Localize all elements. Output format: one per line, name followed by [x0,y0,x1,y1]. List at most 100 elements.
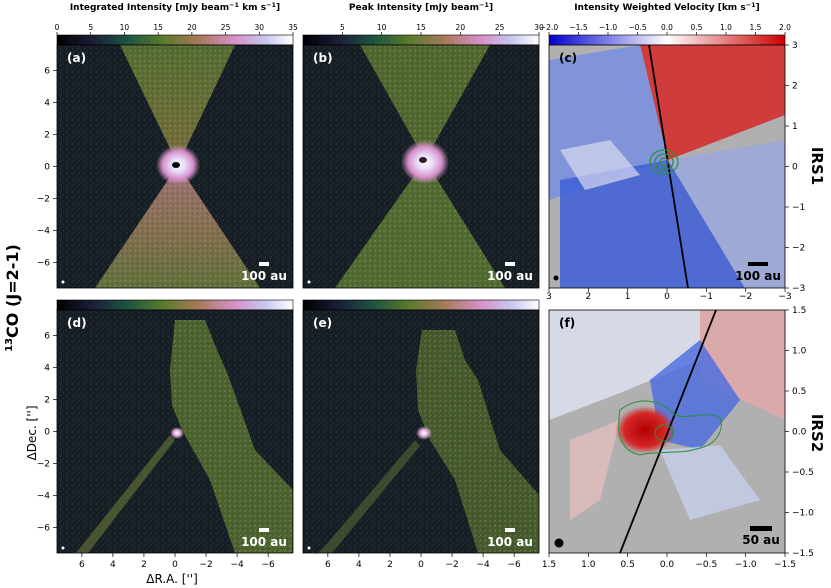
colorbar-ticks: 0 5 10 15 20 25 30 35 5 10 15 20 25 30−2.0 −1.5 −1.0 −0.… [55,23,791,35]
beam-b [307,280,311,284]
scale-label-b: 100 au [487,269,533,283]
colorbar-velocity [548,34,786,46]
molecule-label: 13CO (J=2-1) [3,244,22,352]
panel-label-d: (d) [67,316,87,330]
colorbar-tick-label: 30 [255,23,265,32]
panel-c-image [549,45,785,288]
colorbar-tick-label: 20 [456,23,466,32]
f-bottom-tick-label: 0.5 [621,560,635,570]
f-right-tick-label: −1.5 [792,549,814,559]
colorbar-tick-label: 20 [187,23,197,32]
x-tick-label: 4 [356,560,362,570]
y-tick-label: −6 [37,258,51,268]
beam-d [61,546,65,550]
colorbar-title-velocity: Intensity Weighted Velocity [km s−1] [574,1,760,13]
f-right-tick-label: −1.0 [792,509,814,519]
panel-label-f: (f) [559,316,575,330]
x-tick-label: −4 [476,560,490,570]
y-tick-label: −6 [37,523,51,533]
beam-a [61,280,65,284]
x-tick-label: −6 [508,560,522,570]
scale-bar-a [259,262,269,266]
x-tick-label: 4 [110,560,116,570]
panel-a-image [57,45,293,288]
panel-e-image [303,310,539,553]
x-tick-label: 2 [387,560,393,570]
f-bottom-tick-label: 1.5 [542,560,556,570]
y-tick-label: 2 [44,131,50,141]
colorbar-title-peak: Peak Intensity [mJy beam−1] [349,1,493,13]
colorbar-tick-label: 25 [221,23,231,32]
y-tick-label: −2 [37,194,50,204]
f-bottom-tick-label: 1.0 [581,560,596,570]
scale-label-a: 100 au [241,269,287,283]
c-right-tick-label: −1 [792,203,805,213]
c-right-tick-label: 1 [792,122,798,132]
y-tick-label: 4 [44,364,50,374]
x-tick-label: −4 [230,560,244,570]
scale-bar-f [750,526,772,531]
colorbar-tick-label: −0.5 [628,23,646,32]
colorbar-peak-irs2 [302,299,540,311]
c-right-tick-label: −3 [792,284,805,294]
f-right-tick-label: 1.5 [792,306,806,316]
f-bottom-tick-label: −0.5 [695,560,717,570]
panel-label-c: (c) [559,51,577,65]
x-tick-label: 0 [172,560,178,570]
colorbar-tick-label: 2.0 [779,23,791,32]
x-tick-label: 6 [325,560,331,570]
c-bottom-tick-label: −2 [739,292,752,302]
y-axis-label: ΔDec. [''] [25,405,39,460]
colorbar-tick-label: 0.0 [661,23,673,32]
c-bottom-tick-label: 3 [546,292,552,302]
colorbar-tick-label: −1.5 [569,23,587,32]
c-bottom-tick-label: 2 [585,292,591,302]
panel-label-a: (a) [67,51,86,65]
colorbar-tick-label: 35 [288,23,298,32]
colorbar-tick-label: 1.0 [720,23,732,32]
x-axis-label: ΔR.A. [''] [146,572,198,586]
scale-bar-d [259,528,269,532]
beam-c [553,275,559,281]
panel-label-b: (b) [313,51,333,65]
panel-d-image [57,310,293,553]
panel-b-frame [302,44,540,289]
x-tick-label: −6 [262,560,276,570]
colorbar-tick-label: 25 [495,23,505,32]
y-tick-label: −2 [37,459,50,469]
colorbar-integrated-irs2 [56,299,294,311]
scale-bar-e [505,528,515,532]
x-tick-label: 2 [141,560,147,570]
c-right-tick-label: 2 [792,82,798,92]
colorbar-tick-label: 10 [120,23,130,32]
f-right-tick-label: 1.0 [792,347,807,357]
y-tick-label: 4 [44,99,50,109]
x-tick-label: 6 [79,560,85,570]
y-tick-label: 2 [44,396,50,406]
f-bottom-tick-label: 0.0 [660,560,675,570]
c-bottom-tick-label: −3 [778,292,791,302]
y-tick-label: −4 [37,226,51,236]
colorbar-tick-label: −1.0 [599,23,617,32]
c-right-tick-label: 0 [792,163,798,173]
colorbar-tick-label: 30 [534,23,544,32]
y-tick-label: −4 [37,491,51,501]
colorbar-tick-label: 1.5 [750,23,762,32]
row-label-irs2: IRS2 [808,414,826,452]
colorbar-tick-label: −2.0 [540,23,558,32]
panel-b-image [303,45,539,288]
y-tick-label: 0 [44,163,50,173]
x-tick-label: −2 [445,560,458,570]
y-tick-label: 6 [44,332,50,342]
colorbar-title-integrated: Integrated Intensity [mJy beam−1 km s−1] [70,1,280,13]
f-right-tick-label: −0.5 [792,468,814,478]
c-right-tick-label: 3 [792,41,798,51]
colorbar-tick-label: 0.5 [691,23,703,32]
axis-ticks: 6 4 2 0 −2 −4 −6 6 4 2 0 −2 −4 −6 6 4 2 0 −2 −4 −6 6 4 2 0 −2 −4 −6… [37,41,814,570]
colorbar-tick-label: 5 [340,23,345,32]
scale-bar-b [505,262,515,266]
panel-label-e: (e) [313,316,332,330]
beam-f [554,538,564,548]
panel-f-image [549,310,785,553]
